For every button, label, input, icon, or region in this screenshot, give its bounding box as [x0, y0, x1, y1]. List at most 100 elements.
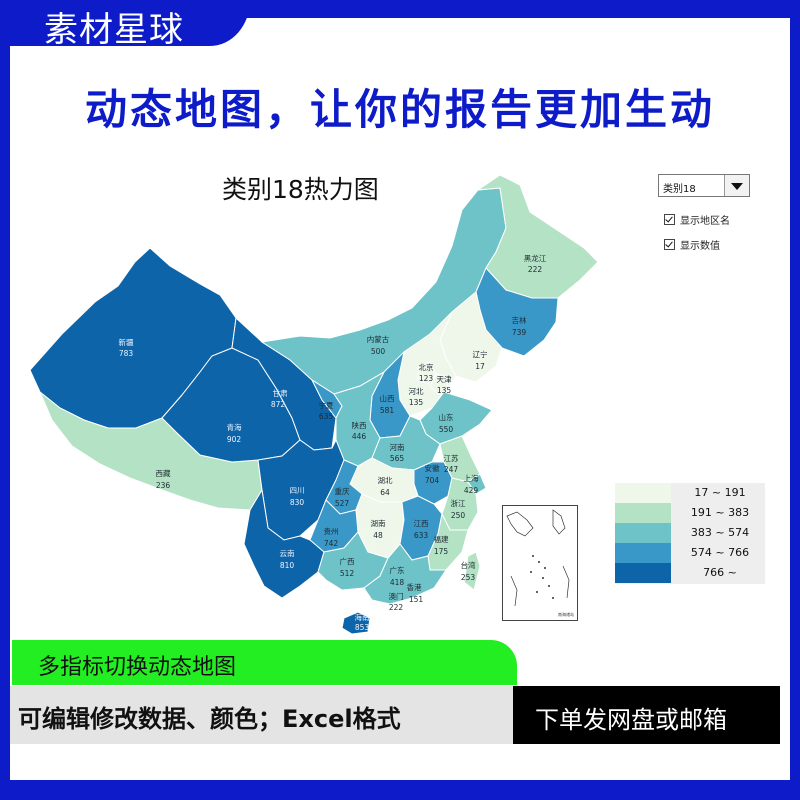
- legend-item: 17 ~ 191: [615, 483, 765, 503]
- brand-tab: 素材星球: [0, 0, 250, 50]
- legend-item: 766 ~: [615, 563, 765, 583]
- value-hainan: 853: [355, 623, 370, 632]
- edit-banner: 可编辑修改数据、颜色；Excel格式: [10, 686, 513, 744]
- edit-banner-text: 可编辑修改数据、颜色；Excel格式: [18, 705, 401, 733]
- value-guangxi: 512: [340, 569, 355, 578]
- value-fujian: 175: [434, 547, 449, 556]
- label-hubei: 湖北: [378, 476, 393, 485]
- label-henan: 河南: [390, 442, 405, 452]
- legend-label: 191 ~ 383: [690, 506, 750, 519]
- label-guizhou: 贵州: [324, 526, 339, 536]
- label-jilin: 吉林: [512, 315, 527, 325]
- legend-label: 17 ~ 191: [694, 486, 746, 499]
- label-shanghai: 上海: [464, 473, 479, 483]
- label-sichuan: 四川: [290, 486, 305, 495]
- value-liaoning: 17: [475, 362, 485, 371]
- label-hongkong: 香港: [407, 582, 422, 592]
- label-ningxia: 宁夏: [319, 400, 334, 410]
- value-hongkong: 151: [409, 595, 424, 604]
- label-shaanxi: 陕西: [352, 420, 367, 430]
- legend-swatch: [615, 563, 671, 583]
- label-shandong: 山东: [439, 412, 454, 422]
- inset-caption: 南海诸岛: [558, 612, 574, 617]
- label-yunnan: 云南: [280, 548, 295, 558]
- value-hebei: 135: [409, 398, 424, 407]
- show-values-label: 显示数值: [680, 241, 720, 252]
- value-hunan: 48: [373, 531, 383, 540]
- label-tianjin: 天津: [437, 375, 452, 384]
- label-guangdong: 广东: [390, 565, 405, 575]
- label-macau: 澳门: [389, 591, 404, 601]
- label-hainan: 海南: [355, 612, 370, 622]
- value-anhui: 704: [425, 476, 440, 485]
- value-chongqing: 527: [335, 499, 350, 508]
- value-tianjin: 135: [437, 386, 452, 395]
- legend-label: 383 ~ 574: [690, 526, 750, 539]
- brand-name: 素材星球: [44, 10, 184, 50]
- region-heilongjiang[interactable]: [476, 174, 599, 299]
- label-hunan: 湖南: [371, 518, 386, 528]
- value-shanghai: 429: [464, 486, 479, 495]
- value-jiangsu: 247: [444, 465, 459, 474]
- label-jiangsu: 江苏: [444, 453, 459, 463]
- value-gansu: 872: [271, 400, 286, 409]
- label-gansu: 甘肃: [273, 388, 288, 398]
- label-neimenggu: 内蒙古: [367, 334, 390, 344]
- label-hebei: 河北: [409, 387, 424, 396]
- value-jiangxi: 633: [414, 531, 429, 540]
- checkbox-checked-icon: [664, 214, 675, 225]
- delivery-banner-text: 下单发网盘或邮箱: [535, 706, 727, 734]
- category-select[interactable]: 类别18: [658, 174, 750, 197]
- label-fujian: 福建: [434, 534, 449, 544]
- value-jilin: 739: [512, 328, 527, 337]
- map-legend: 17 ~ 191 191 ~ 383 383 ~ 574 574 ~ 766 7…: [615, 483, 765, 584]
- region-guangdong[interactable]: [363, 543, 447, 605]
- label-heilongjiang: 黑龙江: [524, 253, 547, 263]
- label-zhejiang: 浙江: [451, 498, 466, 508]
- region-tianjin[interactable]: [429, 373, 449, 395]
- legend-swatch: [615, 543, 671, 563]
- value-sichuan: 830: [290, 498, 305, 507]
- value-shaanxi: 446: [352, 432, 367, 441]
- south-china-sea-inset: 南海诸岛: [502, 505, 578, 621]
- region-hainan[interactable]: [341, 611, 371, 635]
- chevron-down-icon: [731, 183, 743, 190]
- legend-item: 191 ~ 383: [615, 503, 765, 523]
- value-guangdong: 418: [390, 578, 405, 587]
- label-chongqing: 重庆: [335, 486, 350, 496]
- value-yunnan: 810: [280, 561, 295, 570]
- show-values-checkbox[interactable]: 显示数值: [664, 237, 720, 252]
- delivery-banner: 下单发网盘或邮箱: [513, 686, 780, 744]
- show-region-names-checkbox[interactable]: 显示地区名: [664, 212, 730, 227]
- value-heilongjiang: 222: [528, 265, 543, 274]
- label-liaoning: 辽宁: [473, 349, 488, 359]
- value-neimenggu: 500: [371, 347, 386, 356]
- category-select-value: 类别18: [663, 184, 696, 195]
- legend-label: 766 ~: [703, 566, 737, 579]
- value-beijing: 123: [419, 374, 434, 383]
- value-xizang: 236: [156, 481, 171, 490]
- checkbox-checked-icon: [664, 239, 675, 250]
- value-qinghai: 902: [227, 435, 242, 444]
- region-taiwan[interactable]: [463, 551, 481, 591]
- inset-map: [506, 509, 570, 607]
- map-title: 类别18热力图: [222, 175, 379, 204]
- region-labels: 新疆 783 西藏 236 青海 902 甘肃 872 内蒙古 500 黑龙江 …: [119, 253, 547, 632]
- legend-swatch: [615, 523, 671, 543]
- label-guangxi: 广西: [340, 556, 355, 566]
- value-shanxi: 581: [380, 406, 395, 415]
- value-macau: 222: [389, 603, 404, 612]
- value-ningxia: 635: [319, 412, 334, 421]
- value-henan: 565: [390, 454, 405, 463]
- label-taiwan: 台湾: [461, 560, 476, 570]
- label-xizang: 西藏: [156, 468, 171, 478]
- value-taiwan: 253: [461, 573, 476, 582]
- map-regions: [29, 174, 599, 635]
- region-beijing[interactable]: [417, 361, 437, 385]
- dropdown-button[interactable]: [724, 175, 749, 196]
- value-xinjiang: 783: [119, 349, 134, 358]
- label-jiangxi: 江西: [414, 519, 429, 528]
- value-hubei: 64: [380, 488, 390, 497]
- value-shandong: 550: [439, 425, 454, 434]
